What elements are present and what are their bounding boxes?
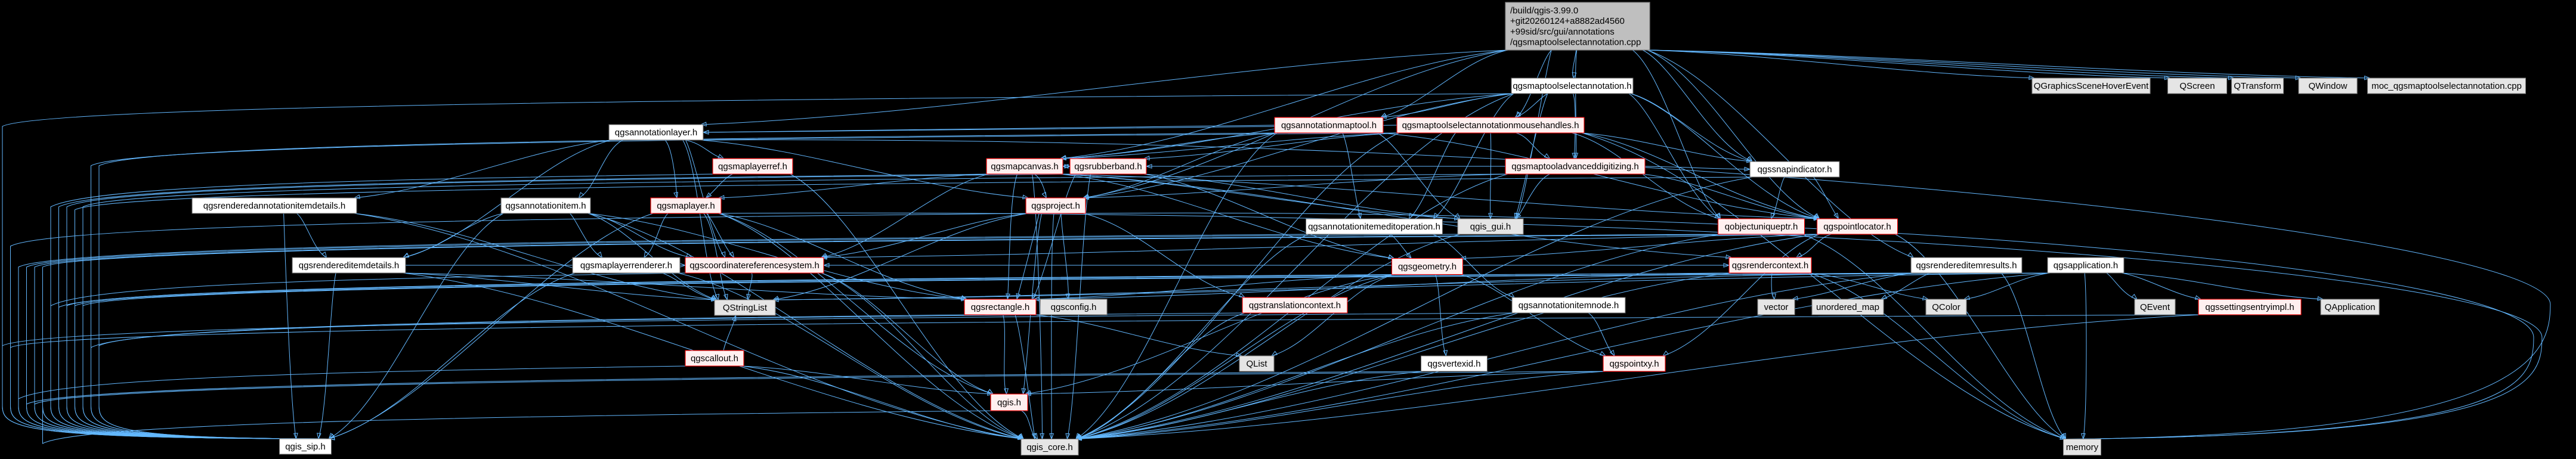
svg-text:+99sid/src/gui/annotations: +99sid/src/gui/annotations <box>1510 27 1615 37</box>
svg-text:qgscallout.h: qgscallout.h <box>691 353 738 364</box>
svg-text:qgsmapcanvas.h: qgsmapcanvas.h <box>991 162 1058 172</box>
svg-text:qgsannotationitem.h: qgsannotationitem.h <box>505 201 586 211</box>
svg-text:qgsvertexid.h: qgsvertexid.h <box>1427 359 1480 369</box>
svg-text:qgsannotationitemnode.h: qgsannotationitemnode.h <box>1519 300 1619 311</box>
svg-text:/build/qgis-3.99.0: /build/qgis-3.99.0 <box>1510 5 1578 15</box>
svg-text:qgsproject.h: qgsproject.h <box>1031 201 1080 211</box>
svg-text:QApplication: QApplication <box>2324 302 2375 312</box>
svg-text:qgsgeometry.h: qgsgeometry.h <box>1398 262 1456 272</box>
svg-text:unordered_map: unordered_map <box>1816 302 1879 312</box>
svg-text:qgssnapindicator.h: qgssnapindicator.h <box>1757 165 1832 175</box>
svg-text:QColor: QColor <box>1932 302 1960 312</box>
svg-text:/qgsmaptoolselectannotation.cp: /qgsmaptoolselectannotation.cpp <box>1510 38 1641 48</box>
svg-text:qgsconfig.h: qgsconfig.h <box>1051 302 1097 312</box>
svg-text:qgis.h: qgis.h <box>997 398 1021 408</box>
svg-text:qgis_core.h: qgis_core.h <box>1026 442 1073 452</box>
svg-text:qgsannotationmaptool.h: qgsannotationmaptool.h <box>1281 120 1377 131</box>
svg-text:qgsmaplayerrenderer.h: qgsmaplayerrenderer.h <box>580 260 672 271</box>
svg-text:qgspointlocator.h: qgspointlocator.h <box>1823 222 1891 232</box>
svg-text:QEvent: QEvent <box>2140 302 2170 312</box>
svg-text:qgsrenderedannotationitemdetai: qgsrenderedannotationitemdetails.h <box>203 201 346 211</box>
svg-text:qgsrubberband.h: qgsrubberband.h <box>1074 162 1142 172</box>
svg-text:qgsrendereditemresults.h: qgsrendereditemresults.h <box>1916 260 2017 271</box>
svg-text:qgsmaptoolselectannotationmous: qgsmaptoolselectannotationmousehandles.h <box>1402 120 1579 131</box>
svg-text:QScreen: QScreen <box>2179 81 2215 91</box>
svg-text:qgsmaplayerref.h: qgsmaplayerref.h <box>718 162 787 172</box>
svg-text:vector: vector <box>1764 302 1789 312</box>
svg-text:qgis_sip.h: qgis_sip.h <box>285 442 326 452</box>
svg-text:qgsrendercontext.h: qgsrendercontext.h <box>1732 260 1808 271</box>
svg-text:qgsmaptoolselectannotation.h: qgsmaptoolselectannotation.h <box>1513 81 1631 91</box>
svg-text:qgsrectangle.h: qgsrectangle.h <box>971 302 1029 312</box>
svg-text:qgsapplication.h: qgsapplication.h <box>2054 260 2118 271</box>
svg-text:qobjectuniqueptr.h: qobjectuniqueptr.h <box>1725 222 1798 232</box>
svg-text:qgspointxy.h: qgspointxy.h <box>1609 359 1659 369</box>
svg-text:qgsmaptooladvanceddigitizing.h: qgsmaptooladvanceddigitizing.h <box>1511 162 1638 172</box>
svg-text:QTransform: QTransform <box>2234 81 2281 91</box>
svg-text:qgis_gui.h: qgis_gui.h <box>1470 222 1511 232</box>
svg-text:moc_qgsmaptoolselectannotation: moc_qgsmaptoolselectannotation.cpp <box>2371 81 2522 91</box>
svg-text:qgsrendereditemdetails.h: qgsrendereditemdetails.h <box>299 260 399 271</box>
svg-text:QStringList: QStringList <box>723 303 768 313</box>
svg-text:+git20260124+a8882ad4560: +git20260124+a8882ad4560 <box>1510 16 1625 26</box>
svg-text:memory: memory <box>2066 442 2099 452</box>
svg-text:QWindow: QWindow <box>2308 81 2347 91</box>
svg-text:qgscoordinatereferencesystem.h: qgscoordinatereferencesystem.h <box>689 260 820 271</box>
svg-text:QList: QList <box>1246 359 1267 369</box>
svg-text:qgsannotationlayer.h: qgsannotationlayer.h <box>615 128 697 138</box>
svg-text:qgstranslationcontext.h: qgstranslationcontext.h <box>1249 300 1341 311</box>
svg-text:qgsmaplayer.h: qgsmaplayer.h <box>657 201 715 211</box>
svg-text:qgssettingsentryimpl.h: qgssettingsentryimpl.h <box>2205 302 2294 312</box>
svg-text:QGraphicsSceneHoverEvent: QGraphicsSceneHoverEvent <box>2034 81 2149 91</box>
svg-text:qgsannotationitemeditoperation: qgsannotationitemeditoperation.h <box>1308 222 1440 232</box>
